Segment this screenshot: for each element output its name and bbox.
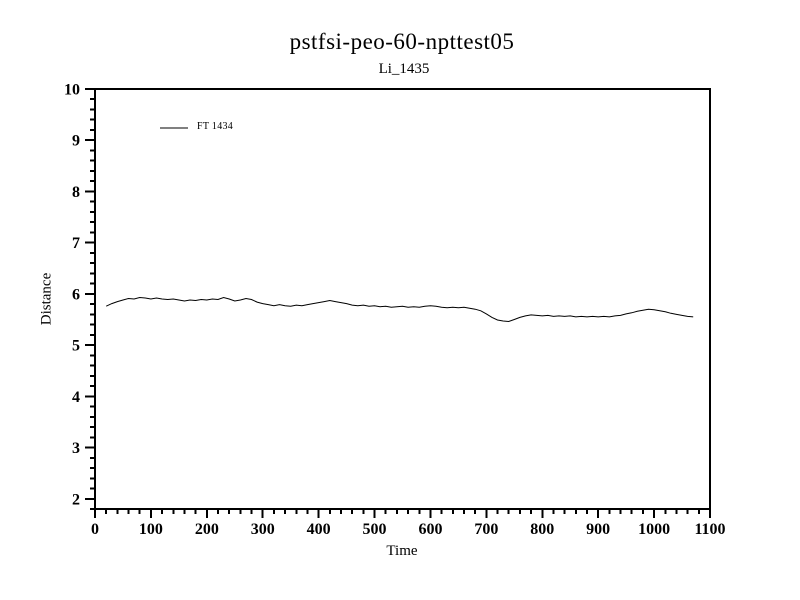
x-tick-label: 100 (139, 521, 163, 538)
y-tick-label: 4 (72, 389, 80, 406)
x-tick-label: 900 (586, 521, 610, 538)
x-tick-label: 800 (530, 521, 554, 538)
data-series-line (105, 296, 694, 323)
x-tick-label: 200 (195, 521, 219, 538)
y-tick-label: 5 (72, 338, 80, 355)
y-tick-label: 10 (64, 82, 80, 99)
plot-frame (94, 88, 711, 510)
x-tick-label: 1100 (694, 521, 725, 538)
chart-subtitle: Li_1435 (378, 61, 430, 77)
x-tick-label: 700 (474, 521, 498, 538)
y-tick-label: 3 (72, 440, 80, 457)
chart-title: pstfsi-peo-60-npttest05 (289, 29, 515, 54)
y-tick-label: 9 (72, 133, 80, 150)
x-tick-label: 400 (307, 521, 331, 538)
y-tick-label: 7 (72, 235, 80, 252)
x-tick-label: 300 (251, 521, 275, 538)
legend-entry-label: FT 1434 (197, 121, 234, 132)
x-tick-label: 1000 (638, 521, 670, 538)
x-tick-label: 0 (91, 521, 99, 538)
y-tick-label: 6 (72, 286, 80, 303)
x-axis-label: Time (386, 543, 418, 559)
x-tick-label: 500 (363, 521, 387, 538)
y-tick-label: 2 (72, 491, 80, 508)
x-tick-label: 600 (418, 521, 442, 538)
y-tick-label: 8 (72, 184, 80, 201)
